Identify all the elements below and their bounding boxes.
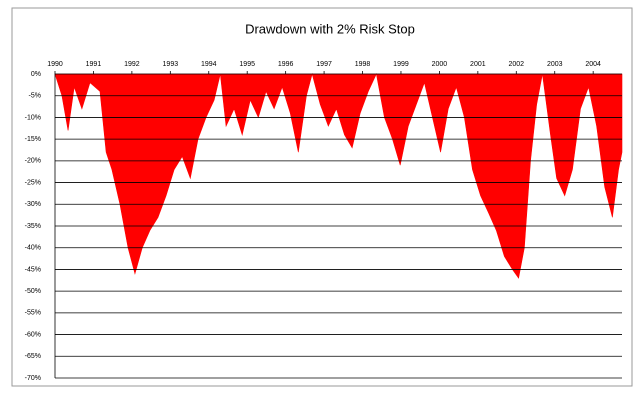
y-tick-label: -20% [25, 158, 41, 165]
y-tick-label: -40% [25, 245, 41, 252]
y-tick-label: -55% [25, 310, 41, 317]
x-tick-label: 2000 [432, 61, 448, 68]
x-tick-label: 1997 [316, 61, 332, 68]
chart-title: Drawdown with 2% Risk Stop [245, 21, 415, 36]
x-tick-label: 1994 [201, 61, 217, 68]
chart-frame [11, 7, 633, 387]
y-tick-label: -70% [25, 375, 41, 382]
y-tick-label: -50% [25, 288, 41, 295]
drawdown-area [54, 72, 623, 279]
x-tick-label: 2001 [470, 61, 486, 68]
y-tick-label: -25% [25, 179, 41, 186]
x-tick-label: 1999 [393, 61, 409, 68]
y-tick-label: -5% [29, 93, 41, 100]
x-tick-label: 1990 [47, 61, 63, 68]
y-tick-label: -35% [25, 223, 41, 230]
y-tick-label: -65% [25, 353, 41, 360]
x-tick-label: 1993 [163, 61, 179, 68]
y-tick-label: -30% [25, 201, 41, 208]
x-tick-label: 1995 [239, 61, 255, 68]
y-tick-label: -10% [25, 114, 41, 121]
y-tick-label: -60% [25, 331, 41, 338]
x-tick-label: 2003 [547, 61, 563, 68]
x-tick-label: 1998 [355, 61, 371, 68]
x-tick-label: 1991 [86, 61, 102, 68]
x-tick-label: 1992 [124, 61, 140, 68]
x-tick-label: 1996 [278, 61, 294, 68]
x-tick-label: 2004 [585, 61, 601, 68]
y-tick-label: -45% [25, 266, 41, 273]
y-tick-label: 0% [31, 71, 41, 78]
x-tick-label: 2002 [508, 61, 524, 68]
y-tick-label: -15% [25, 136, 41, 143]
